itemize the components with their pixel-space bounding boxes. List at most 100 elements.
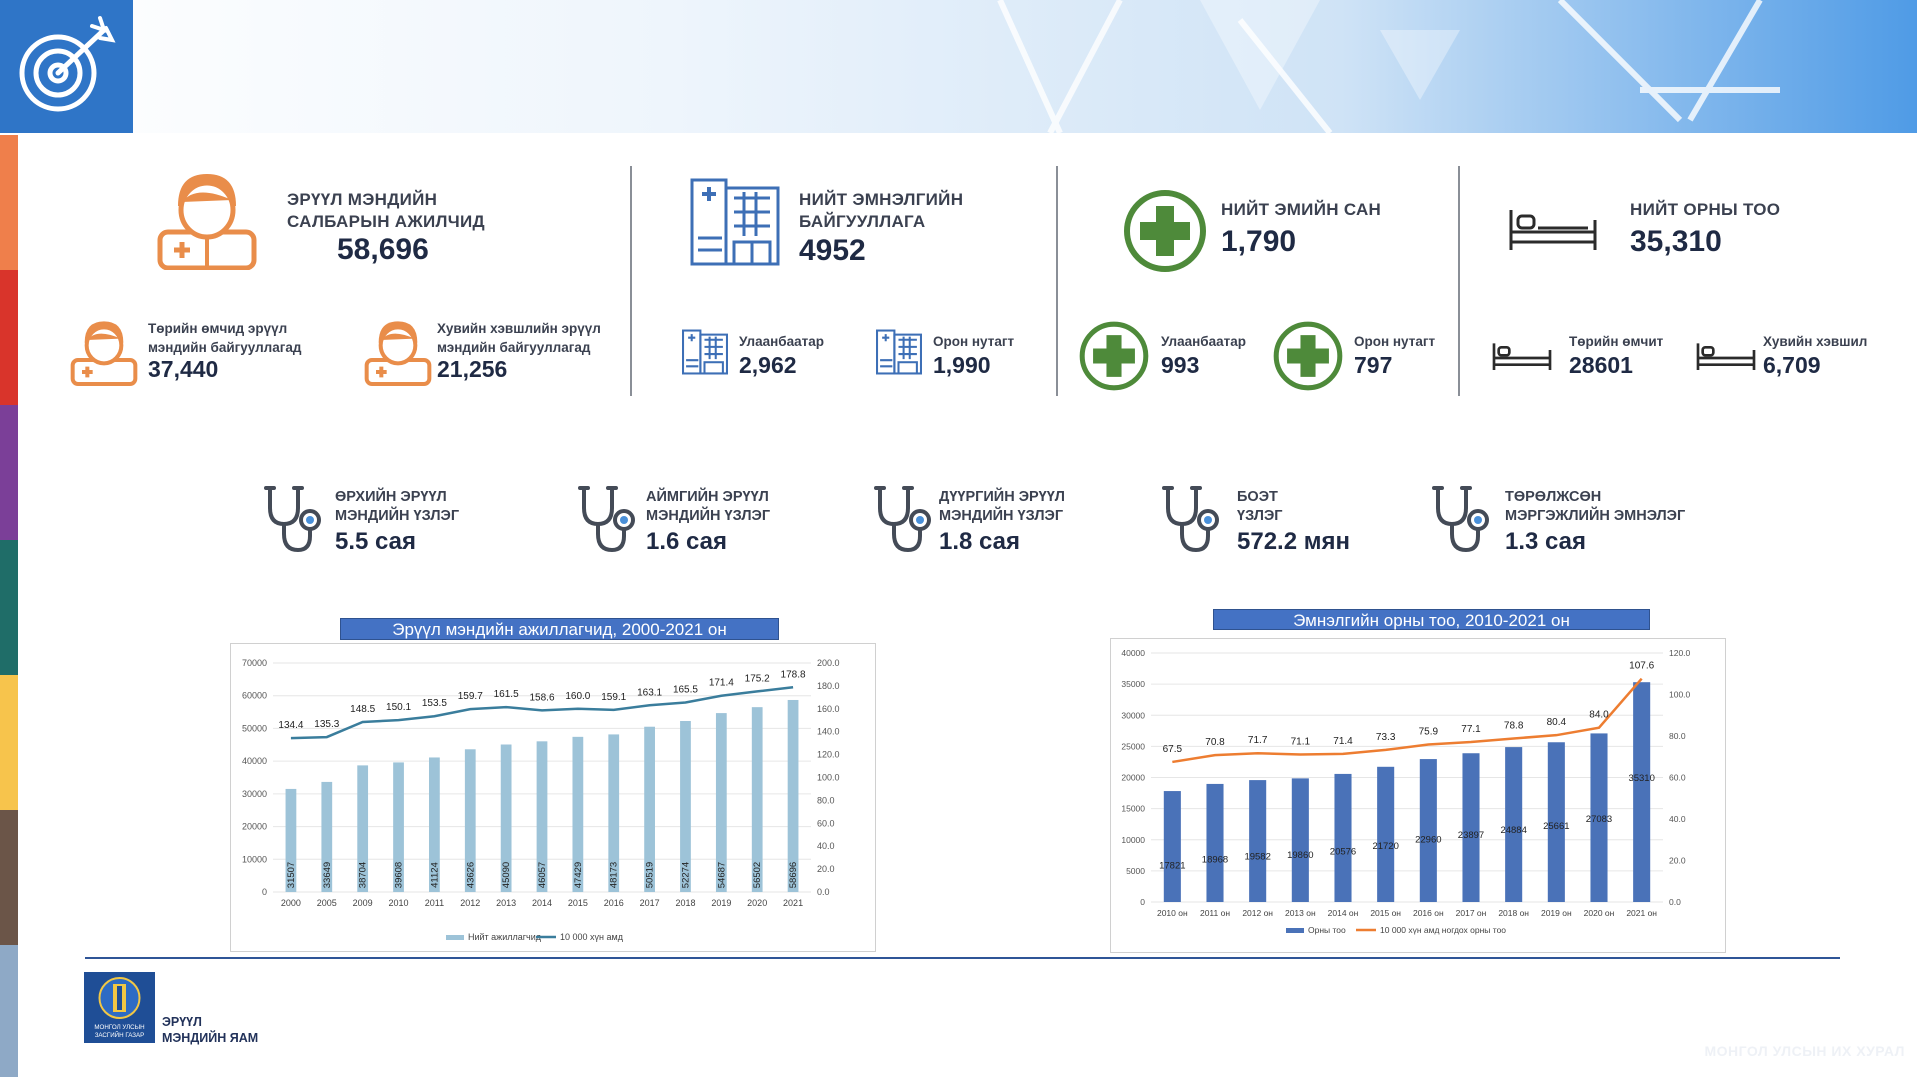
bar — [1505, 747, 1523, 902]
y-tick-right: 0.0 — [817, 887, 830, 897]
y-tick-right: 100.0 — [1669, 690, 1691, 700]
visit-title-line: МЭНДИЙН ҮЗЛЭГ — [335, 508, 460, 524]
visit-value: 572.2 мян — [1237, 528, 1350, 555]
bar — [572, 736, 584, 892]
series-line — [1172, 677, 1643, 764]
bar — [1419, 759, 1437, 902]
y-tick-right: 160.0 — [817, 704, 840, 714]
y-tick-right: 80.0 — [817, 795, 835, 805]
visit-title: АЙМГИЙН ЭРҮҮЛ МЭНДИЙН ҮЗЛЭГ — [646, 488, 770, 526]
beds-state-value: 28601 — [1569, 352, 1633, 378]
y-tick-left: 40000 — [242, 756, 267, 766]
strip-segment — [0, 810, 18, 945]
x-tick-label: 2018 он — [1498, 908, 1529, 918]
line-value-label: 70.8 — [1205, 737, 1225, 748]
line-value-label: 67.5 — [1163, 744, 1183, 755]
header-banner — [0, 0, 1917, 133]
bar-value-label: 41124 — [429, 862, 440, 888]
strip-segment — [0, 405, 18, 540]
y-tick-right: 80.0 — [1669, 731, 1686, 741]
bar-value-label: 39608 — [394, 862, 405, 888]
beds-state-label: Төрийн өмчит — [1569, 334, 1664, 349]
bar-value-label: 54687 — [716, 862, 727, 888]
bar — [464, 749, 476, 892]
bar-value-label: 52274 — [680, 862, 691, 888]
y-tick-left: 30000 — [1121, 710, 1145, 720]
hospitals-title-line2: БАЙГУУЛЛАГА — [799, 212, 926, 231]
bar — [1547, 742, 1565, 902]
bar-value-label: 45090 — [501, 862, 512, 888]
y-tick-left: 30000 — [242, 789, 267, 799]
y-tick-right: 60.0 — [1669, 773, 1686, 783]
x-tick-label: 2013 — [496, 898, 516, 908]
bar — [1163, 791, 1181, 902]
bar-value-label: 27083 — [1586, 814, 1612, 825]
y-tick-left: 0 — [262, 887, 267, 897]
y-tick-left: 35000 — [1121, 679, 1145, 689]
bar — [285, 788, 297, 892]
y-tick-left: 60000 — [242, 691, 267, 701]
health-worker-icon — [70, 321, 138, 386]
visit-title: ТӨРӨЛЖСӨН МЭРГЭЖЛИЙН ЭМНЭЛЭГ — [1505, 488, 1685, 526]
y-tick-right: 20.0 — [817, 864, 835, 874]
bar-value-label: 23897 — [1458, 830, 1484, 841]
chart1-frame: 0 10000 20000 30000 40000 50000 60000 70000 0.0 2… — [230, 643, 876, 952]
y-tick-right: 100.0 — [817, 773, 840, 783]
visit-value: 5.5 сая — [335, 528, 417, 555]
x-tick-label: 2000 — [281, 898, 301, 908]
bar — [1334, 773, 1352, 902]
bar-value-label: 22960 — [1415, 835, 1441, 846]
pharmacy-cross-icon — [1124, 190, 1206, 272]
bar — [536, 741, 548, 892]
y-tick-left: 20000 — [242, 822, 267, 832]
stethoscope-icon — [264, 486, 321, 553]
line-value-label: 77.1 — [1461, 724, 1481, 735]
bar-value-label: 25661 — [1543, 821, 1569, 832]
y-tick-right: 60.0 — [817, 818, 835, 828]
y-tick-right: 20.0 — [1669, 856, 1686, 866]
divider — [1458, 166, 1460, 396]
x-tick-label: 2010 он — [1157, 908, 1188, 918]
bar-value-label: 18968 — [1202, 855, 1228, 866]
strip-segment — [0, 945, 18, 1077]
hospitals-total: 4952 — [799, 234, 866, 267]
x-tick-label: 2021 — [783, 898, 803, 908]
bar-value-label: 17821 — [1159, 860, 1185, 871]
bar-value-label: 19582 — [1244, 851, 1270, 862]
y-tick-left: 10000 — [1121, 835, 1145, 845]
line-value-label: 107.6 — [1629, 661, 1654, 672]
x-tick-label: 2017 — [640, 898, 660, 908]
x-tick-label: 2019 он — [1541, 908, 1572, 918]
line-value-label: 73.3 — [1376, 732, 1396, 743]
workers-private-label-1: Хувийн хэвшлийн эрүүл — [437, 321, 601, 336]
bar — [321, 781, 333, 892]
bar — [1206, 783, 1224, 902]
target-arrow-icon — [19, 16, 116, 112]
bar — [644, 726, 655, 892]
workers-state-label-2: мэндийн байгууллагад — [148, 340, 302, 355]
y-tick-right: 140.0 — [817, 727, 840, 737]
bar-value-label: 48173 — [609, 862, 620, 888]
y-tick-right: 40.0 — [1669, 814, 1686, 824]
footer-divider — [85, 957, 1840, 959]
pharmacies-title: НИЙТ ЭМИЙН САН — [1221, 200, 1382, 219]
bar — [608, 734, 620, 892]
bar — [357, 765, 369, 892]
line-value-label: 150.1 — [386, 702, 411, 713]
y-tick-left: 25000 — [1121, 741, 1145, 751]
bar-value-label: 31507 — [286, 862, 297, 888]
hospitals-title-line1: НИЙТ ЭМНЭЛГИЙН — [799, 190, 964, 209]
legend-label: 10 000 хүн амд — [560, 932, 624, 942]
bar — [393, 762, 404, 892]
bar-value-label: 24884 — [1500, 825, 1526, 836]
pharmacy-cross-icon — [1273, 321, 1343, 391]
line-value-label: 153.5 — [422, 698, 447, 709]
line-value-label: 71.1 — [1291, 736, 1311, 747]
visit-title: БОЭТ ҮЗЛЭГ — [1237, 488, 1283, 526]
visit-title-line: ӨРХИЙН ЭРҮҮЛ — [335, 489, 447, 505]
government-emblem-icon: МОНГОЛ УЛСЫН ЗАСГИЙН ГАЗАР — [84, 972, 155, 1043]
stethoscope-icon — [578, 486, 635, 553]
divider — [1056, 166, 1058, 396]
hospitals-ub-value: 2,962 — [739, 352, 797, 378]
stethoscope-icon — [874, 486, 931, 553]
